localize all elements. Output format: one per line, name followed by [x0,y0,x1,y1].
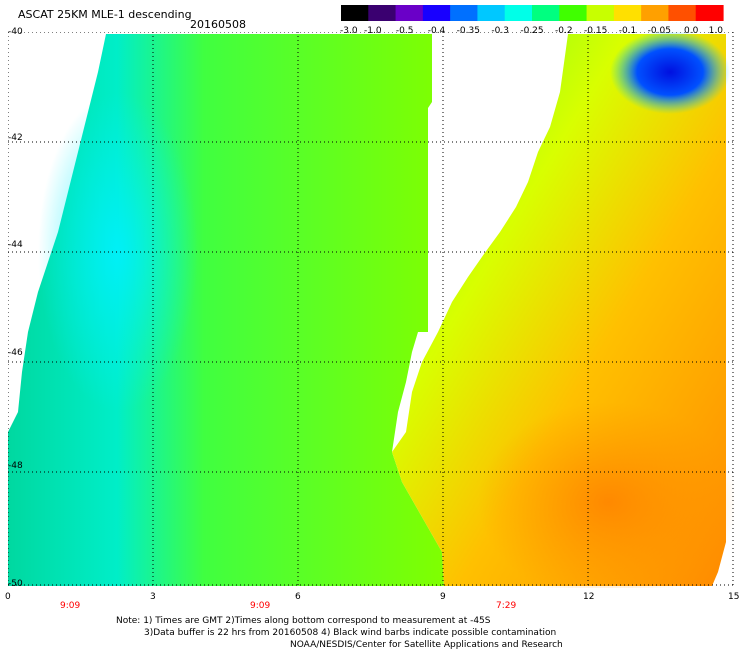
map-date: 20160508 [190,18,246,31]
map-grid [8,32,734,588]
colorbar-label: 1.0 [709,26,724,36]
colorbar-swatch [695,5,724,21]
note-line-3: NOAA/NESDIS/Center for Satellite Applica… [290,640,563,650]
note-line-1: Note: 1) Times are GMT 2)Times along bot… [116,616,491,626]
colorbar-label: -0.25 [520,26,543,36]
lon-label: 0 [5,592,11,602]
colorbar: -3.0 -1.0 -0.5 -0.4 -0.35 -0.3 -0.25 -0.2 -0.15 -… [340,5,724,36]
lat-label: -46 [8,348,23,358]
blue-low-region [610,32,730,114]
colorbar-label: -0.3 [491,26,509,36]
lon-label: 9 [440,592,446,602]
colorbar-swatch [586,5,615,21]
colorbar-swatch [559,5,588,21]
colorbar-label: -0.15 [584,26,607,36]
lon-label: 15 [728,592,740,602]
colorbar-label: -0.5 [396,26,414,36]
lon-label: 12 [583,592,595,602]
lat-label: -42 [8,133,23,143]
colorbar-label: -0.05 [648,26,671,36]
pass-time: 9:09 [60,601,81,611]
colorbar-label: 0.0 [684,26,699,36]
colorbar-swatch [450,5,479,21]
colorbar-label: -0.2 [555,26,573,36]
colorbar-swatch [422,5,451,21]
pass-time: 9:09 [250,601,271,611]
lon-label: 3 [150,592,156,602]
colorbar-swatch [395,5,424,21]
colorbar-swatch [641,5,670,21]
colorbar-swatch [477,5,506,21]
lat-label: -44 [8,240,23,250]
lat-label: -48 [8,461,23,471]
colorbar-swatch [368,5,397,21]
orange-region [478,402,734,588]
colorbar-label: -3.0 [340,26,358,36]
map-title: ASCAT 25KM MLE-1 descending [18,8,192,21]
colorbar-label: -0.4 [428,26,446,36]
colorbar-label: -1.0 [364,26,382,36]
colorbar-label: -0.35 [457,26,480,36]
pass-time: 7:29 [496,601,517,611]
colorbar-swatch [341,5,369,21]
lat-label: -50 [8,579,23,589]
map-plot [8,32,734,588]
cyan-region [38,92,198,412]
lon-label: 6 [295,592,301,602]
colorbar-label: -0.1 [619,26,637,36]
colorbar-swatch [613,5,642,21]
colorbar-swatch [532,5,560,21]
colorbar-swatch [504,5,533,21]
lat-label: -40 [8,27,23,37]
colorbar-swatch [668,5,697,21]
note-line-2: 3)Data buffer is 22 hrs from 20160508 4)… [144,628,557,638]
